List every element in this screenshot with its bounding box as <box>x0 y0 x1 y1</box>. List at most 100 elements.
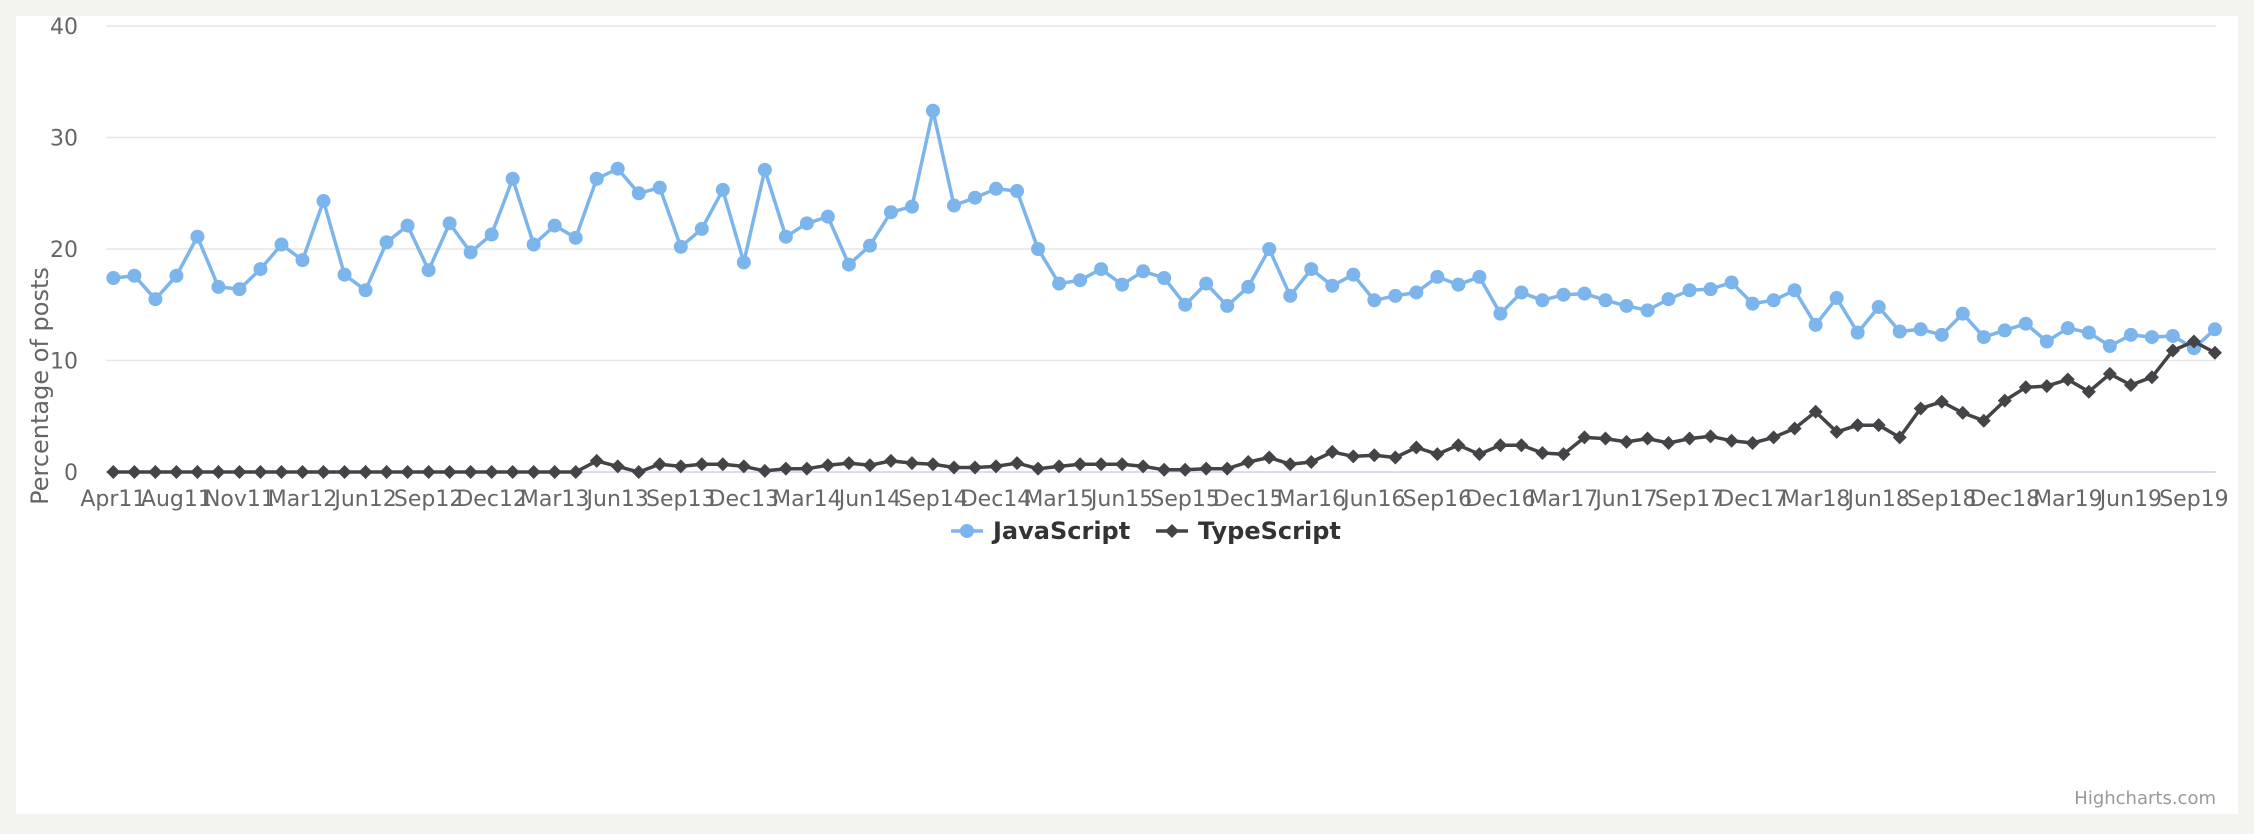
javascript-point[interactable] <box>295 253 310 268</box>
typescript-point[interactable] <box>1346 449 1361 464</box>
javascript-point[interactable] <box>1031 242 1046 256</box>
typescript-point[interactable] <box>2018 380 2033 395</box>
javascript-point[interactable] <box>2165 328 2180 343</box>
typescript-point[interactable] <box>1262 450 1277 465</box>
legend-item-typescript[interactable]: TypeScript <box>1156 517 1341 545</box>
typescript-point[interactable] <box>484 465 499 479</box>
typescript-point[interactable] <box>1976 413 1991 428</box>
typescript-point[interactable] <box>946 460 961 475</box>
typescript-point[interactable] <box>631 465 646 479</box>
javascript-point[interactable] <box>1073 273 1088 288</box>
typescript-point[interactable] <box>925 457 940 472</box>
typescript-point[interactable] <box>1556 447 1571 462</box>
typescript-point[interactable] <box>1472 447 1487 462</box>
typescript-point[interactable] <box>1661 436 1676 451</box>
typescript-point[interactable] <box>1052 459 1067 474</box>
javascript-point[interactable] <box>1724 275 1739 290</box>
typescript-point[interactable] <box>442 465 457 479</box>
typescript-point[interactable] <box>1829 424 1844 439</box>
typescript-point[interactable] <box>799 461 814 476</box>
javascript-point[interactable] <box>862 238 877 253</box>
typescript-point[interactable] <box>1178 462 1193 477</box>
javascript-point[interactable] <box>1010 184 1025 199</box>
typescript-point[interactable] <box>1535 446 1550 461</box>
javascript-point[interactable] <box>2039 334 2054 349</box>
typescript-point[interactable] <box>547 465 562 479</box>
typescript-point[interactable] <box>673 459 688 474</box>
javascript-point[interactable] <box>148 292 163 307</box>
javascript-point[interactable] <box>2060 321 2075 336</box>
typescript-point[interactable] <box>1031 461 1046 476</box>
javascript-point[interactable] <box>1493 306 1508 321</box>
typescript-point[interactable] <box>400 465 415 479</box>
javascript-point[interactable] <box>589 171 604 186</box>
javascript-point[interactable] <box>337 267 352 282</box>
typescript-point[interactable] <box>1682 431 1697 446</box>
javascript-point[interactable] <box>883 205 898 220</box>
typescript-point[interactable] <box>2102 366 2117 381</box>
javascript-point[interactable] <box>505 171 520 186</box>
javascript-point[interactable] <box>106 270 121 285</box>
typescript-point[interactable] <box>1451 438 1466 453</box>
javascript-point[interactable] <box>946 198 961 213</box>
typescript-point[interactable] <box>1094 457 1109 472</box>
javascript-point[interactable] <box>1304 262 1319 277</box>
javascript-point[interactable] <box>757 162 772 177</box>
typescript-point[interactable] <box>2186 334 2201 349</box>
javascript-point[interactable] <box>1262 242 1277 256</box>
javascript-point[interactable] <box>2144 330 2159 345</box>
typescript-point[interactable] <box>2144 370 2159 385</box>
javascript-point[interactable] <box>1136 264 1151 279</box>
typescript-point[interactable] <box>1997 393 2012 408</box>
javascript-point[interactable] <box>1115 277 1130 292</box>
typescript-point[interactable] <box>568 465 583 479</box>
javascript-point[interactable] <box>1283 288 1298 303</box>
javascript-point[interactable] <box>1199 276 1214 291</box>
javascript-point[interactable] <box>1787 283 1802 298</box>
typescript-point[interactable] <box>1493 438 1508 453</box>
javascript-point[interactable] <box>1241 279 1256 294</box>
javascript-point[interactable] <box>526 237 541 252</box>
javascript-point[interactable] <box>1640 303 1655 318</box>
javascript-point[interactable] <box>1682 283 1697 298</box>
javascript-point[interactable] <box>694 221 709 236</box>
typescript-point[interactable] <box>421 465 436 479</box>
typescript-point[interactable] <box>1073 457 1088 472</box>
typescript-point[interactable] <box>106 465 121 479</box>
typescript-point[interactable] <box>778 461 793 476</box>
typescript-point[interactable] <box>2123 378 2138 393</box>
typescript-point[interactable] <box>968 460 983 475</box>
typescript-point[interactable] <box>1913 401 1928 416</box>
typescript-point[interactable] <box>904 456 919 471</box>
javascript-point[interactable] <box>1976 330 1991 345</box>
typescript-point[interactable] <box>2207 345 2222 360</box>
javascript-point[interactable] <box>1955 306 1970 321</box>
typescript-point[interactable] <box>1115 457 1130 472</box>
javascript-point[interactable] <box>736 255 751 270</box>
javascript-point[interactable] <box>1661 292 1676 307</box>
typescript-point[interactable] <box>1220 461 1235 476</box>
typescript-point[interactable] <box>694 457 709 472</box>
typescript-point[interactable] <box>316 465 331 479</box>
javascript-point[interactable] <box>2081 325 2096 340</box>
typescript-point[interactable] <box>610 459 625 474</box>
javascript-point[interactable] <box>1997 323 2012 338</box>
javascript-point[interactable] <box>778 229 793 244</box>
legend-item-javascript[interactable]: JavaScript <box>951 517 1130 545</box>
javascript-point[interactable] <box>232 282 247 297</box>
javascript-point[interactable] <box>1220 298 1235 313</box>
typescript-point[interactable] <box>1766 430 1781 445</box>
typescript-point[interactable] <box>274 465 289 479</box>
javascript-point[interactable] <box>1703 282 1718 297</box>
typescript-point[interactable] <box>1703 429 1718 444</box>
javascript-point[interactable] <box>379 235 394 250</box>
javascript-point[interactable] <box>904 199 919 214</box>
javascript-point[interactable] <box>568 230 583 245</box>
typescript-point[interactable] <box>1577 430 1592 445</box>
javascript-point[interactable] <box>1325 278 1340 293</box>
typescript-point[interactable] <box>148 465 163 479</box>
javascript-point[interactable] <box>421 263 436 278</box>
javascript-point[interactable] <box>274 237 289 252</box>
javascript-point[interactable] <box>1430 269 1445 284</box>
typescript-point[interactable] <box>1325 444 1340 459</box>
